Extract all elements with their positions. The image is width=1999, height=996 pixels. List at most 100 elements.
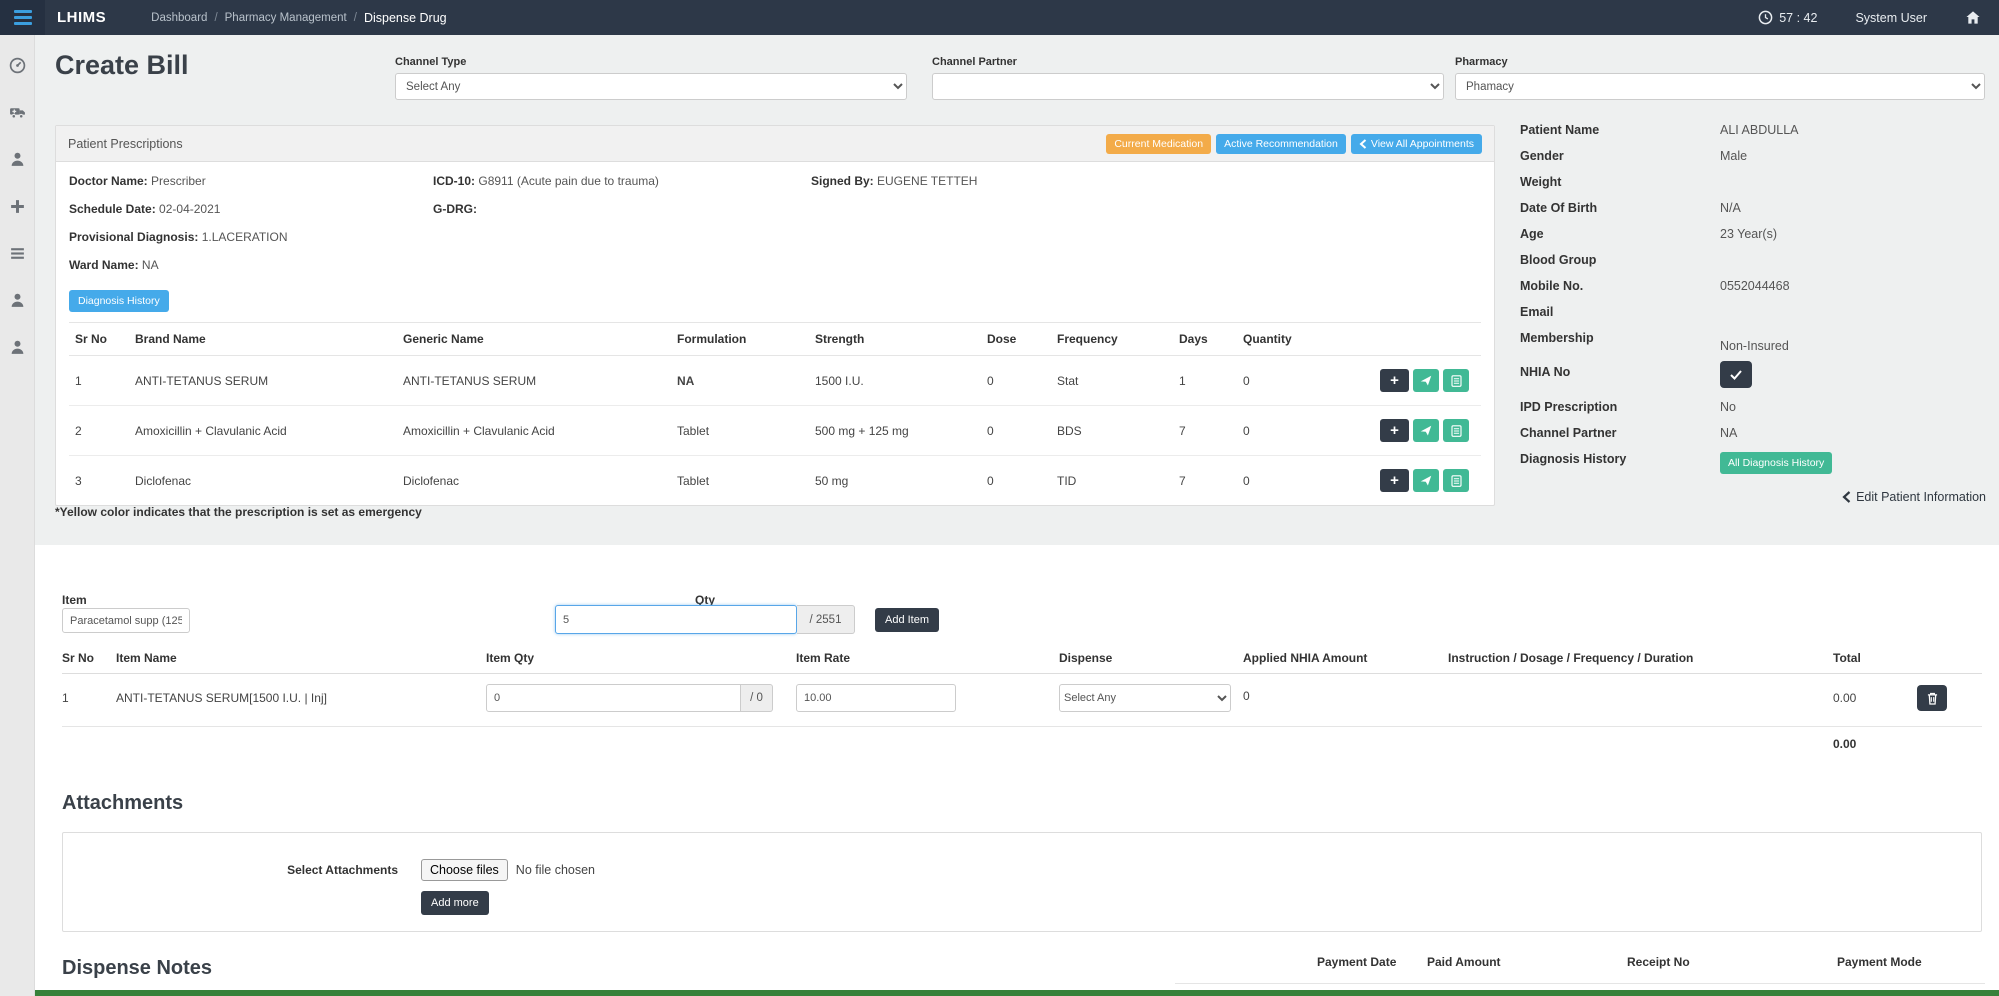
- patient-icon[interactable]: [9, 151, 26, 168]
- bill-item-row: 1 ANTI-TETANUS SERUM[1500 I.U. | Inj] / …: [62, 674, 1982, 727]
- channel-type-select[interactable]: Select Any: [395, 73, 907, 100]
- top-navbar: LHIMS Dashboard / Pharmacy Management / …: [0, 0, 1999, 35]
- send-icon: [1420, 375, 1432, 385]
- no-file-chosen-text: No file chosen: [515, 863, 596, 877]
- add-more-button[interactable]: Add more: [421, 891, 489, 915]
- prescription-details-button[interactable]: [1443, 469, 1469, 492]
- view-all-appointments-button[interactable]: View All Appointments: [1350, 133, 1482, 154]
- prescription-details-button[interactable]: [1443, 419, 1469, 442]
- send-icon: [1420, 425, 1432, 435]
- channel-partner-value: NA: [1720, 426, 1738, 440]
- page-title: Create Bill: [55, 50, 189, 80]
- pharmacy-select[interactable]: Phamacy: [1455, 73, 1985, 100]
- channel-partner-label: Channel Partner: [932, 56, 1017, 68]
- bottom-editor-strip: [35, 990, 1999, 996]
- signed-by-field: Signed By: EUGENE TETTEH: [811, 174, 978, 188]
- item-qty-input[interactable]: [486, 684, 741, 712]
- applied-nhia-amount: 0: [1243, 689, 1250, 703]
- send-prescription-button[interactable]: [1413, 469, 1439, 492]
- app-brand: LHIMS: [57, 9, 107, 26]
- dispense-select[interactable]: Select Any: [1059, 684, 1231, 712]
- membership-value: Non-Insured: [1720, 339, 1789, 353]
- user-menu[interactable]: System User: [1855, 10, 1927, 25]
- icd10-field: ICD-10: G8911 (Acute pain due to trauma): [433, 174, 659, 188]
- breadcrumb-dashboard[interactable]: Dashboard: [151, 11, 208, 24]
- emergency-note: *Yellow color indicates that the prescri…: [55, 505, 422, 519]
- delete-item-button[interactable]: [1917, 685, 1947, 711]
- send-icon: [1420, 475, 1432, 485]
- prescription-row: 1 ANTI-TETANUS SERUM ANTI-TETANUS SERUM …: [69, 355, 1481, 406]
- ipd-value: No: [1720, 400, 1736, 414]
- chevron-left-icon: [1842, 491, 1851, 503]
- user2-icon[interactable]: [9, 339, 26, 356]
- clock-icon: [1758, 10, 1773, 25]
- qty-input[interactable]: [555, 605, 797, 634]
- user-icon[interactable]: [9, 292, 26, 309]
- doctor-name-field: Doctor Name: Prescriber: [69, 174, 206, 188]
- nhia-check-button[interactable]: [1720, 361, 1752, 388]
- breadcrumb-dispense-drug: Dispense Drug: [363, 10, 447, 25]
- dispense-notes-title: Dispense Notes: [62, 957, 213, 979]
- grand-total: 0.00: [1833, 737, 1857, 751]
- clipboard-icon: [1450, 424, 1462, 437]
- panel-title: Patient Prescriptions: [68, 136, 183, 151]
- home-icon[interactable]: [1965, 10, 1981, 25]
- edit-patient-information-link[interactable]: Edit Patient Information: [1520, 490, 1988, 504]
- gender-value: Male: [1720, 149, 1748, 163]
- breadcrumb-pharmacy-management[interactable]: Pharmacy Management: [224, 11, 347, 24]
- breadcrumb: Dashboard / Pharmacy Management / Dispen…: [151, 10, 447, 25]
- patient-name-value: ALI ABDULLA: [1720, 123, 1799, 137]
- row-total: 0.00: [1833, 691, 1857, 705]
- add-icon[interactable]: [9, 198, 26, 215]
- ward-name-field: Ward Name: NA: [69, 258, 159, 272]
- item-search-input[interactable]: [62, 608, 190, 633]
- diagnosis-history-button[interactable]: Diagnosis History: [69, 290, 169, 312]
- select-attachments-label: Select Attachments: [287, 863, 398, 877]
- send-prescription-button[interactable]: [1413, 419, 1439, 442]
- session-timer: 57 : 42: [1758, 10, 1817, 25]
- dob-value: N/A: [1720, 201, 1741, 215]
- prescription-details-button[interactable]: [1443, 369, 1469, 392]
- patient-prescriptions-panel: Patient Prescriptions Current Medication…: [55, 125, 1495, 506]
- left-sidebar: [0, 35, 35, 996]
- item-qty-max-addon: / 0: [741, 684, 773, 712]
- payments-table-header: Payment Date Paid Amount Receipt No Paym…: [1317, 955, 1922, 969]
- dashboard-icon[interactable]: [9, 57, 26, 74]
- chevron-left-icon: [1359, 138, 1367, 149]
- trash-icon: [1927, 692, 1937, 705]
- add-prescription-item-button[interactable]: +: [1380, 369, 1409, 392]
- active-recommendation-button[interactable]: Active Recommendation: [1216, 133, 1346, 154]
- item-rate-input[interactable]: [796, 684, 956, 712]
- channel-type-filter: Channel Type Select Any: [395, 56, 907, 100]
- choose-files-button[interactable]: Choose files: [421, 859, 508, 881]
- qty-label: Qty: [694, 593, 715, 607]
- all-diagnosis-history-button[interactable]: All Diagnosis History: [1720, 452, 1833, 474]
- item-label: Item: [62, 593, 87, 607]
- clipboard-icon: [1450, 374, 1462, 387]
- add-prescription-item-button[interactable]: +: [1380, 469, 1409, 492]
- prescription-row: 3 Diclofenac Diclofenac Tablet 50 mg 0 T…: [69, 456, 1481, 506]
- prescriptions-table: Sr No Brand Name Generic Name Formulatio…: [69, 322, 1481, 505]
- channel-partner-filter: Channel Partner: [932, 56, 1444, 100]
- list-icon[interactable]: [9, 245, 26, 262]
- current-medication-button[interactable]: Current Medication: [1106, 133, 1212, 154]
- bill-item-name: ANTI-TETANUS SERUM[1500 I.U. | Inj]: [116, 691, 327, 705]
- sidebar-toggle-button[interactable]: [0, 0, 45, 35]
- age-value: 23 Year(s): [1720, 227, 1777, 241]
- mobile-value: 0552044468: [1720, 279, 1790, 293]
- patient-info-panel: Patient Name ALI ABDULLA Gender Male Weigh…: [1520, 123, 1988, 504]
- clipboard-icon: [1450, 474, 1462, 487]
- channel-type-label: Channel Type: [395, 56, 467, 68]
- ambulance-icon[interactable]: [9, 104, 26, 121]
- send-prescription-button[interactable]: [1413, 369, 1439, 392]
- check-icon: [1730, 369, 1742, 380]
- add-item-button[interactable]: Add Item: [875, 608, 940, 632]
- attachments-title: Attachments: [62, 792, 184, 814]
- pharmacy-label: Pharmacy: [1455, 56, 1508, 68]
- provisional-diagnosis-field: Provisional Diagnosis: 1.LACERATION: [69, 230, 288, 244]
- gdrg-field: G-DRG:: [433, 202, 477, 216]
- channel-partner-select[interactable]: [932, 73, 1444, 100]
- dispense-section: Item Qty / 2551 Add Item Sr No Item Name…: [35, 545, 1999, 996]
- add-prescription-item-button[interactable]: +: [1380, 419, 1409, 442]
- bill-items-table: Sr No Item Name Item Qty Item Rate Dispe…: [62, 643, 1982, 761]
